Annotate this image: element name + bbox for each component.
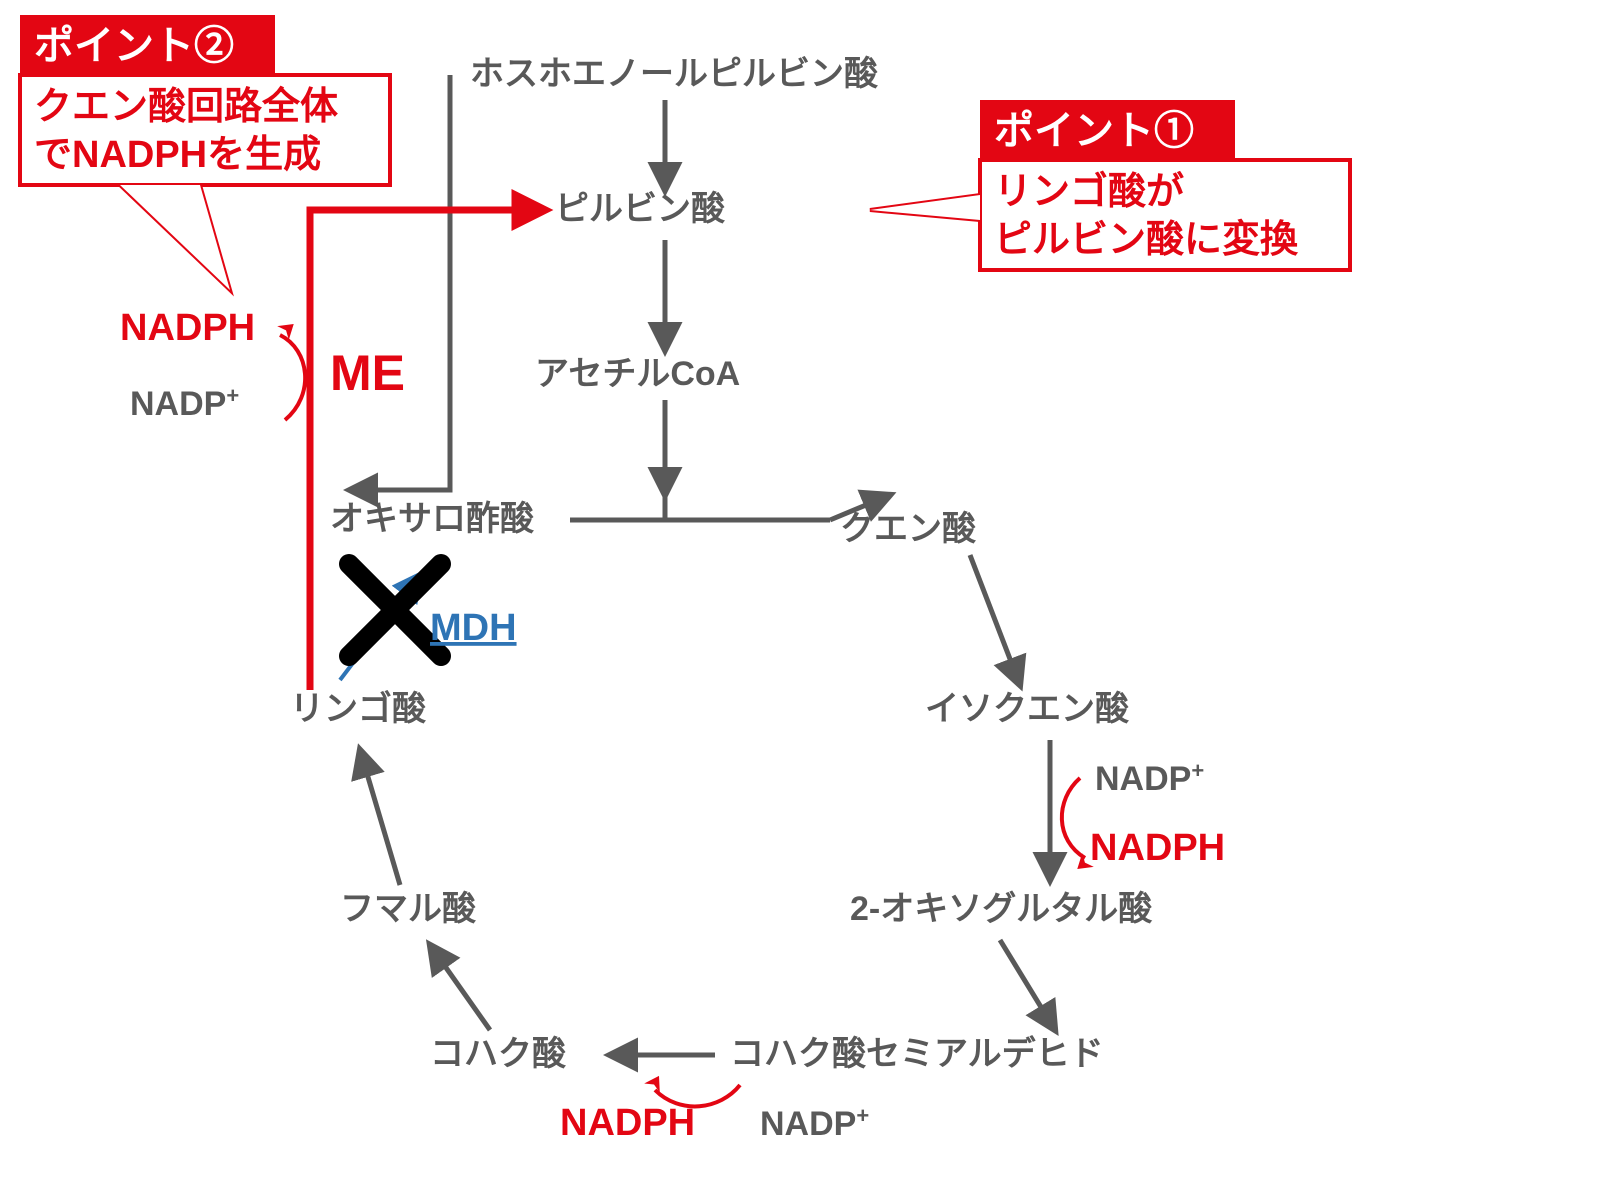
- cofactor-curve-me: [280, 335, 305, 420]
- callout-point2-line0: クエン酸回路全体: [34, 85, 338, 128]
- enzyme-labels: ME MDH: [330, 345, 517, 649]
- callout-point2-title: ポイント②: [34, 24, 234, 68]
- metabolite-oxoglutarate: 2-オキソグルタル酸: [850, 890, 1153, 928]
- cofactor-iso_nadp: NADP+: [1095, 758, 1204, 798]
- callout-point1-title: ポイント①: [994, 109, 1194, 153]
- callout-point2: ポイント② クエン酸回路全体でNADPHを生成: [20, 15, 390, 290]
- cofactor-me_nadph: NADPH: [120, 307, 255, 349]
- cofactor-curve-head-succ: [644, 1071, 667, 1092]
- metabolite-succinate_semialdehyde: コハク酸セミアルデヒド: [730, 1034, 1104, 1073]
- cofactor-succ_nadp: NADP+: [760, 1103, 869, 1143]
- metabolite-pyruvate: ピルビン酸: [555, 190, 726, 228]
- metabolite-fumarate: フマル酸: [340, 890, 477, 928]
- metabolite-pep: ホスホエノールピルビン酸: [470, 55, 879, 93]
- blocked-cross-icon: [349, 564, 441, 656]
- cofactor-curve-iso: [1062, 778, 1085, 858]
- callout-point1-line1: ピルビン酸に変換: [994, 218, 1299, 261]
- enzyme-me: ME: [330, 345, 405, 401]
- metabolite-acetylcoa: アセチルCoA: [535, 355, 740, 393]
- metabolite-oxaloacetate: オキサロ酢酸: [330, 500, 535, 538]
- cofactor-iso_nadph: NADPH: [1090, 827, 1225, 869]
- metabolite-succinate: コハク酸: [430, 1035, 567, 1073]
- metabolite-citrate: クエン酸: [840, 510, 977, 548]
- metabolite-isocitrate: イソクエン酸: [925, 690, 1130, 728]
- callout-point2-line1: でNADPHを生成: [34, 134, 321, 176]
- cofactor-me_nadp: NADP+: [130, 383, 239, 423]
- callout-point1-line0: リンゴ酸が: [994, 170, 1184, 213]
- metabolite-malate: リンゴ酸: [290, 689, 427, 728]
- enzyme-mdh: MDH: [430, 607, 517, 649]
- cofactor-succ_nadph: NADPH: [560, 1102, 695, 1144]
- callout-point1: ポイント① リンゴ酸がピルビン酸に変換: [870, 100, 1350, 270]
